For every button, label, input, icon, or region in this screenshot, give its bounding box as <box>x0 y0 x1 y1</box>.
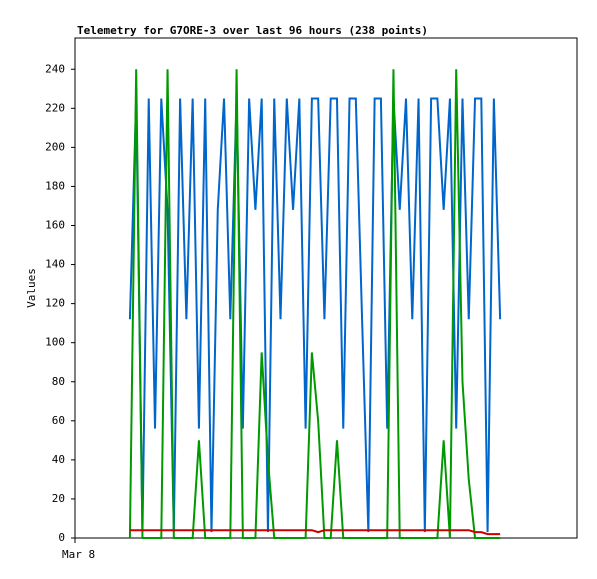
x-tick-label: Mar 8 <box>62 548 95 561</box>
y-tick-label: 200 <box>45 140 65 153</box>
y-tick-label: 100 <box>45 336 65 349</box>
y-tick-label: 220 <box>45 101 65 114</box>
series-line <box>129 529 501 536</box>
y-tick-label: 240 <box>45 62 65 75</box>
y-tick-label: 180 <box>45 179 65 192</box>
y-axis-label: Values <box>25 268 38 308</box>
y-tick-label: 120 <box>45 297 65 310</box>
y-tick-label: 80 <box>52 375 65 388</box>
y-tick-label: 0 <box>58 531 65 544</box>
series-line <box>128 97 502 533</box>
y-tick-label: 60 <box>52 414 65 427</box>
y-tick-label: 20 <box>52 492 65 505</box>
chart-title: Telemetry for G7ORE-3 over last 96 hours… <box>77 24 428 37</box>
y-tick-label: 140 <box>45 258 65 271</box>
y-tick-label: 40 <box>52 453 65 466</box>
series-line <box>128 69 501 539</box>
y-tick-label: 160 <box>45 219 65 232</box>
